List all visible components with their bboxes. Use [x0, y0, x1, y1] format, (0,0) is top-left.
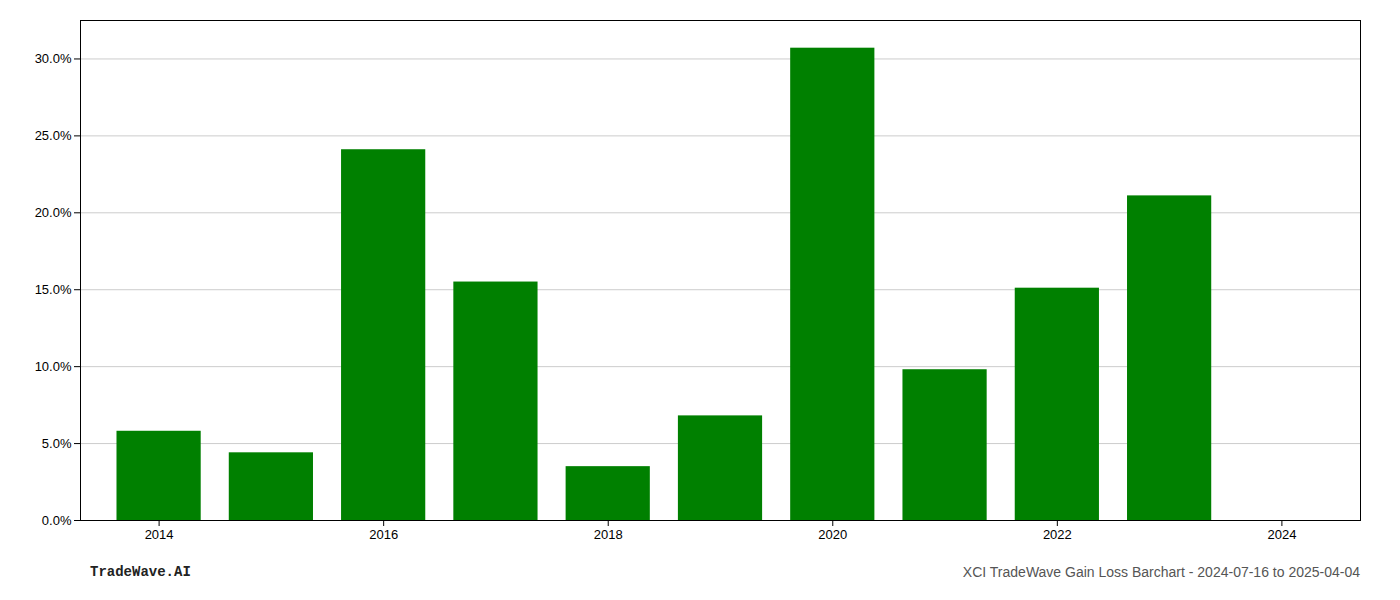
svg-text:10.0%: 10.0%: [35, 359, 72, 374]
svg-text:25.0%: 25.0%: [35, 128, 72, 143]
svg-text:5.0%: 5.0%: [42, 436, 72, 451]
svg-text:2022: 2022: [1043, 527, 1072, 542]
html-text:TradeWave.AI: TradeWave.AI: [90, 564, 191, 580]
svg-text:15.0%: 15.0%: [35, 282, 72, 297]
svg-text:2020: 2020: [818, 527, 847, 542]
svg-text:0.0%: 0.0%: [42, 513, 72, 528]
svg-text:30.0%: 30.0%: [35, 51, 72, 66]
svg-text:2014: 2014: [145, 527, 174, 542]
svg-text:2018: 2018: [594, 527, 623, 542]
html-text:XCI TradeWave Gain Loss Barcha: XCI TradeWave Gain Loss Barchart - 2024-…: [962, 564, 1360, 580]
svg-text:20.0%: 20.0%: [35, 205, 72, 220]
svg-text:2016: 2016: [369, 527, 398, 542]
svg-text:2024: 2024: [1267, 527, 1296, 542]
